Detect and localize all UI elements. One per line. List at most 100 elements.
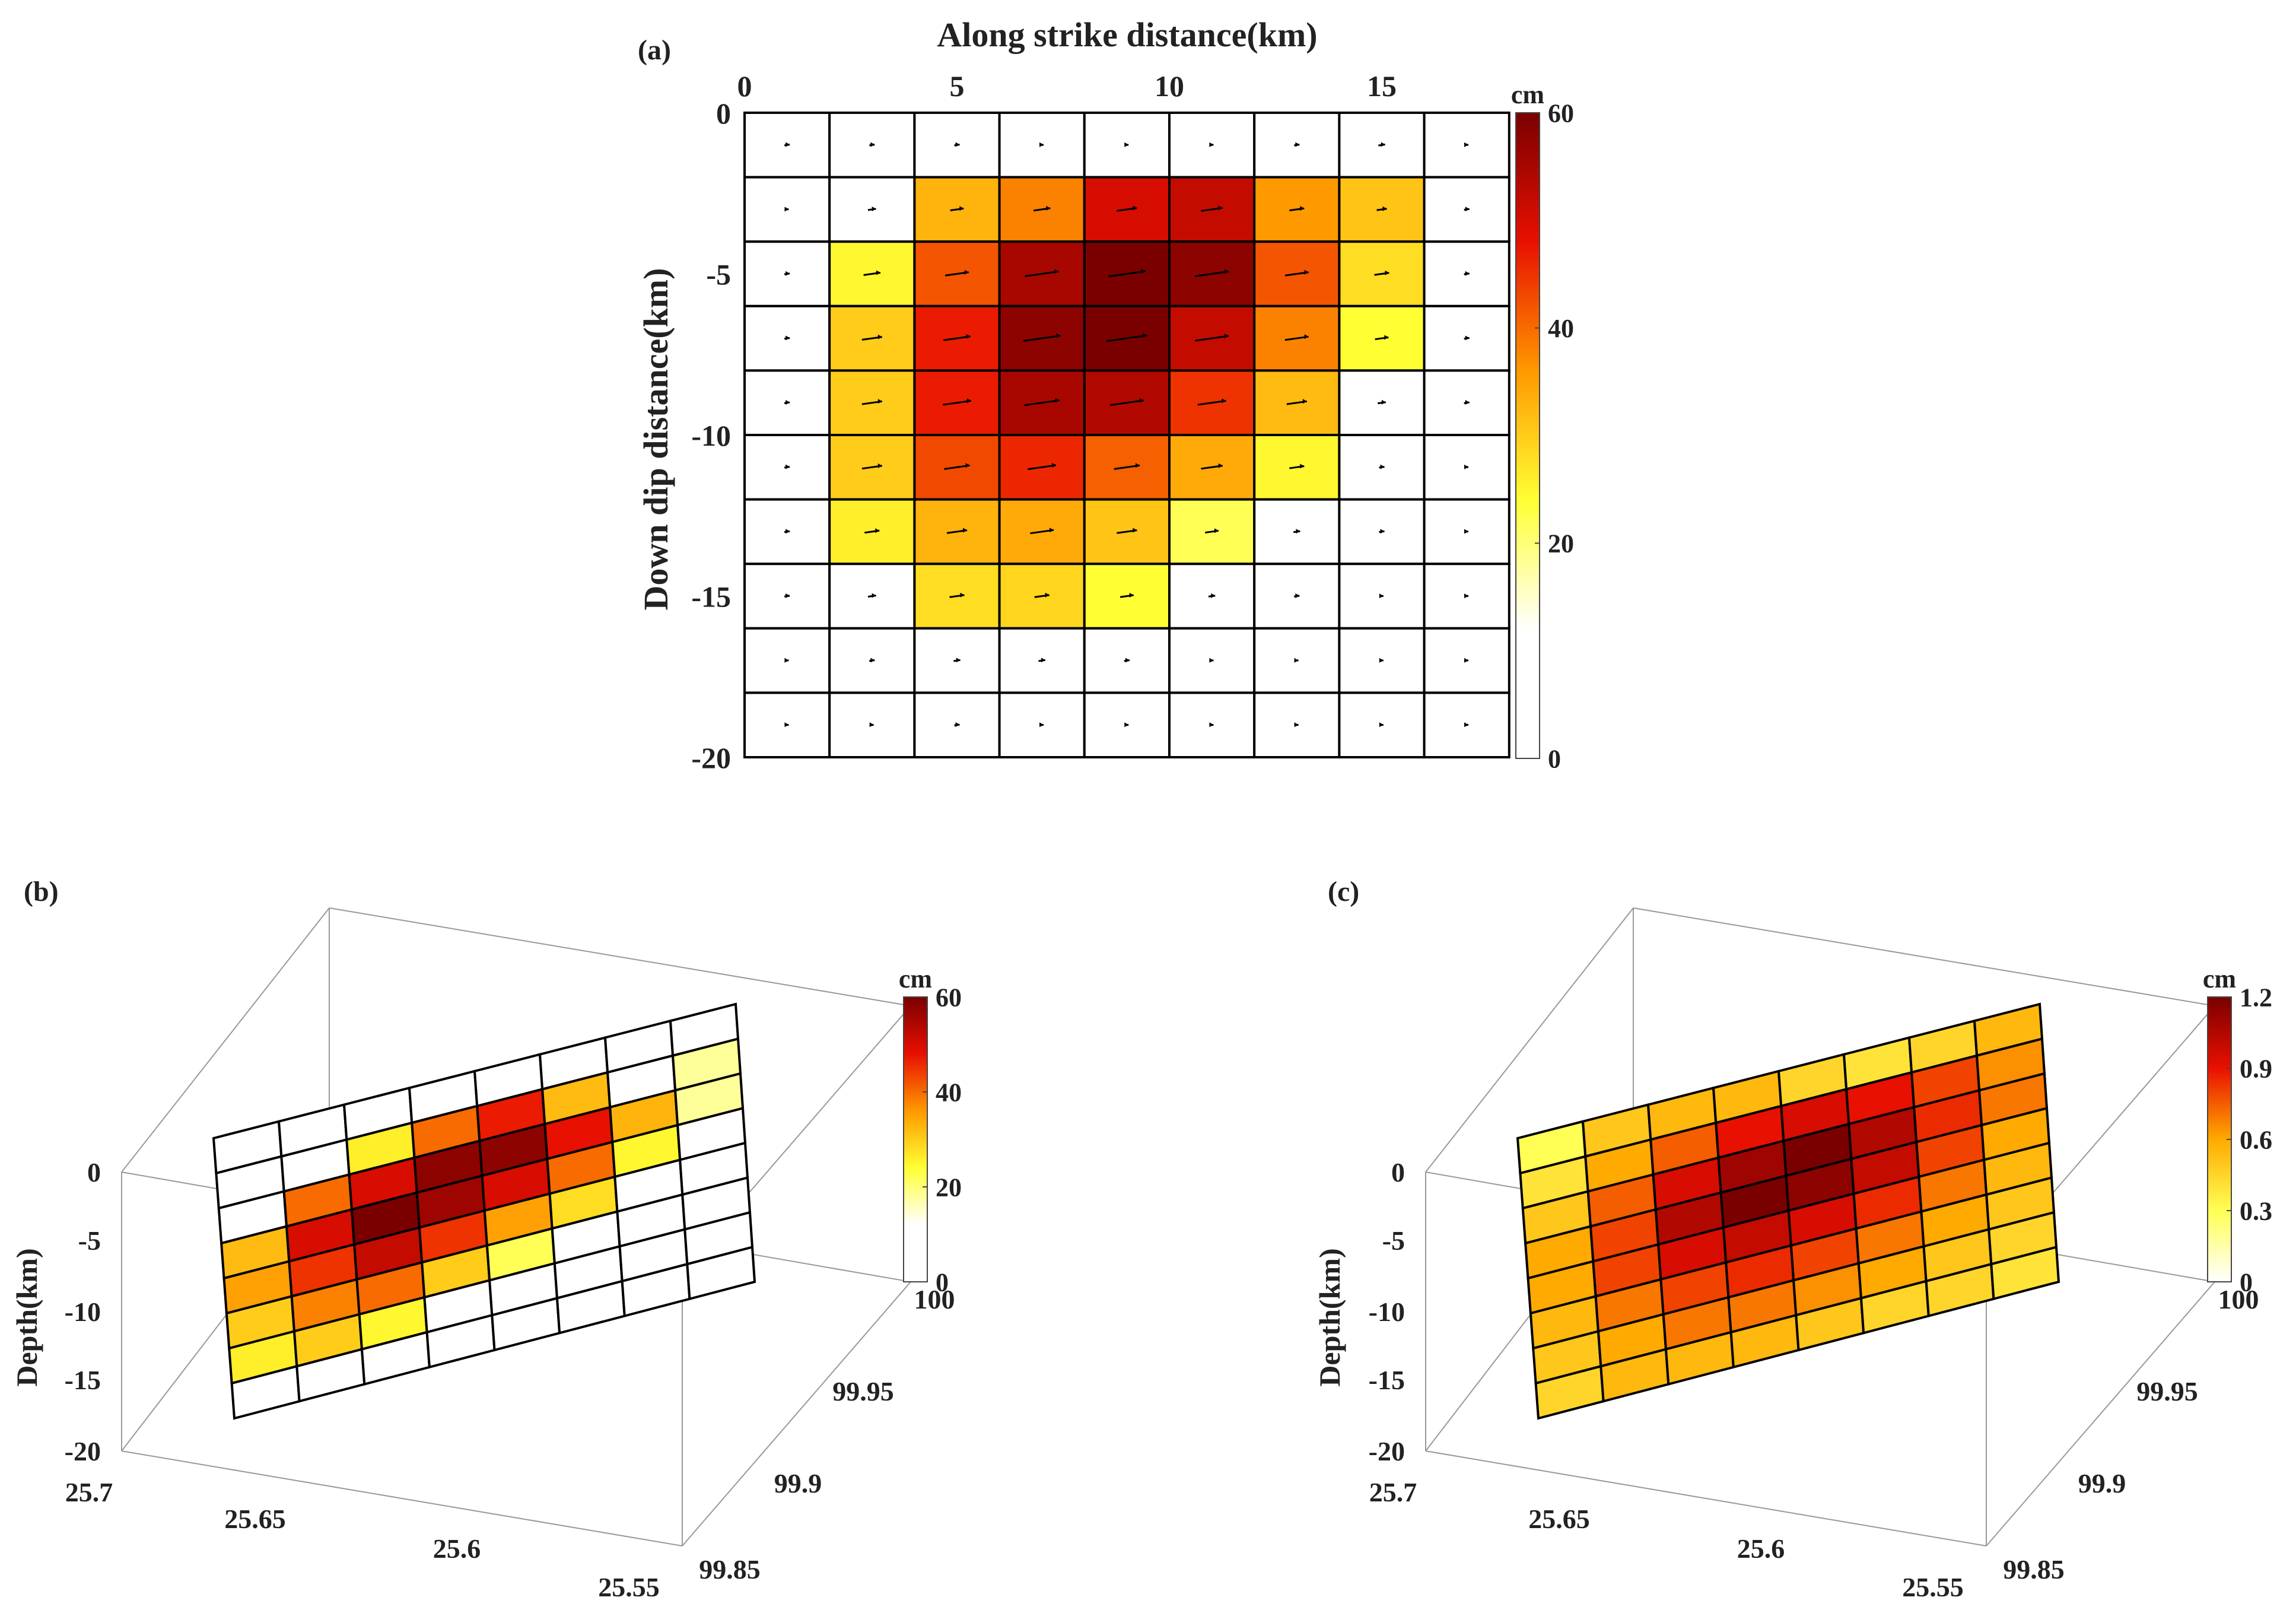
y-tick-label: 99.95 — [2136, 1376, 2198, 1406]
slip-vector-head — [1052, 462, 1057, 468]
slip-vector-head — [784, 207, 789, 212]
slip-vector-head — [955, 142, 960, 147]
slip-vector-head — [1050, 528, 1054, 533]
slip-cell — [686, 1245, 756, 1301]
slip-vector-head — [1302, 399, 1307, 404]
slip-vector — [1197, 399, 1226, 406]
slip-vector-head — [1295, 142, 1300, 147]
slip-cell — [1990, 1245, 2060, 1301]
z-tick-label: -10 — [1369, 1297, 1405, 1327]
slip-vector-head — [1379, 722, 1384, 728]
cbar-a-unit: cm — [1511, 80, 1544, 109]
box-edge — [121, 1450, 683, 1547]
cbar-1-tick-label: 20 — [936, 1173, 962, 1202]
y-tick-label: 99.85 — [699, 1554, 761, 1584]
slip-vector-head — [1141, 269, 1146, 274]
slip-vector-head — [1214, 528, 1219, 534]
panel-c-label: (c) — [1328, 876, 1359, 907]
y-tick-label: 99.95 — [832, 1376, 894, 1406]
slip-cell — [1083, 627, 1171, 694]
slip-vector-head — [1380, 529, 1385, 534]
panel-c-cells — [1516, 1002, 2060, 1420]
panel-a-y-ticks: 0 -5 -10 -15 -20 — [691, 97, 731, 774]
slip-vector-head — [1222, 398, 1226, 404]
cbar-2-tick-label: 0.3 — [2240, 1196, 2272, 1225]
cbar-1-bar — [903, 996, 928, 1282]
slip-vector-head — [1385, 270, 1389, 275]
y-tick-label: -5 — [706, 258, 731, 291]
slip-vector-head — [784, 722, 789, 728]
slip-vector-head — [1382, 206, 1387, 211]
slip-vector-head — [869, 722, 874, 728]
cbar-a-tick-label: 0 — [1548, 744, 1561, 773]
y-tick-label: 100 — [914, 1284, 955, 1314]
cbar-a-bar — [1515, 112, 1540, 759]
slip-vector-head — [1224, 269, 1229, 274]
x-tick-label: 10 — [1155, 69, 1184, 103]
panel-a-xlabel: Along strike distance(km) — [937, 15, 1317, 54]
slip-vector-head — [870, 142, 875, 147]
slip-vector-head — [1300, 463, 1305, 469]
slip-vector-head — [786, 593, 790, 598]
slip-vector-head — [1295, 593, 1300, 598]
slip-vector-head — [1381, 399, 1386, 405]
slip-vector-head — [1464, 722, 1469, 728]
box-edge — [1633, 907, 2215, 1006]
slip-vector-head — [1143, 333, 1147, 338]
z-tick-label: 0 — [1391, 1157, 1405, 1187]
slip-vector-head — [786, 400, 790, 405]
slip-vector — [1109, 399, 1144, 407]
panel-a-ylabel: Down dip distance(km) — [637, 268, 675, 611]
slip-vector-head — [1465, 207, 1470, 212]
panel-c-colorbar: 0 0.3 0.6 0.9 1.2cm — [2203, 964, 2272, 1297]
slip-vector-head — [964, 269, 969, 275]
slip-vector-head — [1124, 722, 1129, 728]
slip-vector-head — [875, 528, 880, 534]
slip-vector-head — [877, 399, 882, 404]
slip-vector-head — [786, 464, 790, 469]
y-tick-label: 99.85 — [2003, 1554, 2065, 1584]
slip-vector-head — [1054, 269, 1059, 274]
x-tick-label: 25.65 — [1528, 1504, 1590, 1534]
slip-vector-head — [1464, 658, 1469, 663]
cbar-2-tick-label: 0.9 — [2240, 1054, 2272, 1083]
slip-vector-head — [1300, 206, 1305, 211]
cbar-1-tick-label: 60 — [936, 983, 962, 1012]
x-tick-label: 25.55 — [1902, 1572, 1964, 1602]
cbar-a-tick-label: 60 — [1548, 99, 1574, 128]
slip-vector-head — [1294, 658, 1299, 663]
slip-vector — [1025, 271, 1059, 277]
cbar-2-tick-label: 0 — [2240, 1268, 2253, 1297]
cbar-1-tick-label: 40 — [936, 1078, 962, 1107]
cbar-a-tick-label: 40 — [1548, 314, 1574, 343]
x-tick-label: 25.65 — [224, 1504, 286, 1534]
panel-a: (a) Along strike distance(km) Down dip d… — [637, 15, 1574, 774]
y-tick-label: -10 — [691, 419, 731, 452]
panel-a-slip-vectors — [784, 142, 1470, 728]
slip-vector-head — [1039, 142, 1044, 147]
slip-vector-head — [1046, 205, 1051, 211]
panel-c: (c) 0 -5 -10 -15 -20 25.7 25.65 25.6 25.55 99.85 9… — [1313, 876, 2272, 1602]
slip-vector-head — [1218, 463, 1223, 468]
slip-vector — [1195, 335, 1229, 342]
x-tick-label: 25.6 — [1737, 1533, 1785, 1564]
slip-vector — [1028, 464, 1057, 471]
slip-vector-head — [872, 593, 876, 598]
slip-vector-head — [1379, 658, 1384, 663]
slip-vector-head — [1464, 529, 1469, 534]
slip-vector-head — [1294, 722, 1299, 728]
z-tick-label: -10 — [65, 1297, 101, 1327]
cbar-1-unit: cm — [899, 964, 932, 993]
slip-vector — [1024, 399, 1060, 407]
slip-vector-head — [1124, 142, 1129, 147]
slip-vector-head — [1209, 722, 1214, 728]
z-tick-label: -15 — [65, 1365, 101, 1395]
slip-vector-head — [786, 529, 790, 534]
slip-vector — [1195, 271, 1229, 277]
slip-vector-head — [1384, 335, 1389, 340]
slip-vector — [1023, 335, 1061, 342]
slip-vector — [943, 335, 971, 341]
cbar-a-tick-label: 20 — [1548, 529, 1574, 558]
y-tick-label: 99.9 — [2078, 1468, 2126, 1498]
